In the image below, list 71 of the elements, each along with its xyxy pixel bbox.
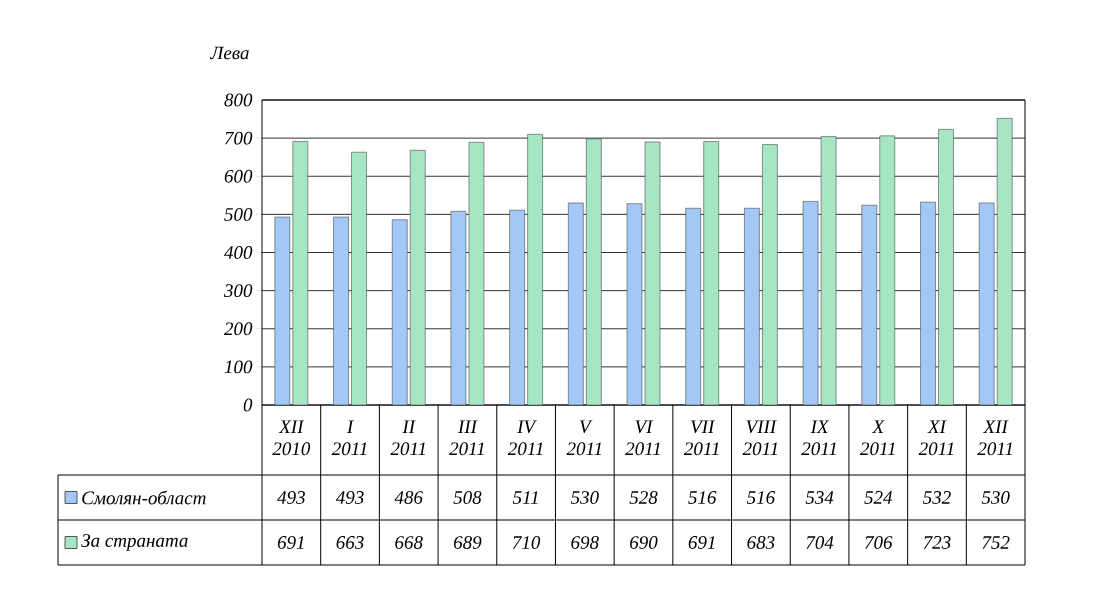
data-label: 516 [688,491,717,504]
y-axis-title: Лева [210,46,249,60]
data-label: 723 [923,536,951,549]
data-label: 493 [335,491,364,504]
data-label: 698 [571,536,599,549]
bar [391,219,408,406]
bar [762,144,778,406]
bar [861,204,878,406]
data-label: 710 [512,536,541,549]
y-tick-label: 0 [243,398,253,412]
y-tick-label: 300 [223,284,253,298]
y-tick-label: 200 [224,322,253,336]
x-tick-label: XII 2011 [977,420,1012,456]
y-tick-label: 100 [224,360,253,374]
x-tick-label: IX 2011 [801,420,836,456]
bar [978,202,995,406]
bar [996,118,1013,406]
y-tick-label: 800 [224,93,253,107]
x-tick-label: II 2011 [390,420,425,456]
data-label: 534 [805,491,834,504]
data-label: 683 [747,536,775,549]
data-label: 530 [981,491,1010,504]
bar [938,129,954,406]
bar [292,141,309,406]
bar [351,151,367,406]
data-label: 486 [394,491,423,504]
x-tick-label: X 2011 [860,420,895,456]
data-label: 668 [395,536,423,549]
data-label: 691 [277,536,304,549]
data-label: 493 [277,491,305,504]
data-label: 689 [453,536,482,549]
data-label: 528 [629,491,658,504]
legend-label: Смолян-област [82,490,206,505]
legend-label: За страната [81,534,188,551]
y-tick-label: 400 [224,246,253,259]
bar [586,138,602,406]
y-tick-label: 600 [224,169,253,183]
x-tick-label: XII 2010 [272,420,311,456]
data-label: 706 [865,536,893,549]
y-tick-label: 500 [224,207,253,221]
data-label: 524 [864,491,893,504]
bar [879,135,896,406]
x-tick-label: XI 2011 [918,420,954,456]
data-label: 690 [630,536,658,549]
x-tick-label: VIII 2011 [742,420,778,456]
data-label: 508 [453,491,482,504]
bar [744,207,760,406]
bar [920,201,936,406]
x-tick-label: VI 2011 [625,420,660,456]
data-label: 530 [570,491,599,504]
x-tick-label: VII 2011 [683,420,719,456]
x-tick-label: I 2011 [331,420,367,456]
data-label: 532 [923,491,951,504]
data-label: 691 [688,536,715,549]
bar [568,202,584,406]
data-label: 516 [746,491,776,504]
x-tick-label: III 2011 [449,420,484,456]
bar [333,216,349,406]
data-label: 752 [982,536,1010,549]
data-label: 704 [806,536,834,549]
data-label: 511 [512,491,538,504]
bar [409,150,426,406]
y-tick-label: 700 [225,131,253,145]
bar [509,209,525,406]
bar [685,207,701,406]
x-tick-label: V 2011 [566,420,602,456]
data-label: 663 [336,536,364,549]
x-tick-label: IV 2011 [507,420,543,456]
bar [703,141,719,406]
bar [274,216,291,406]
bar [527,134,543,406]
